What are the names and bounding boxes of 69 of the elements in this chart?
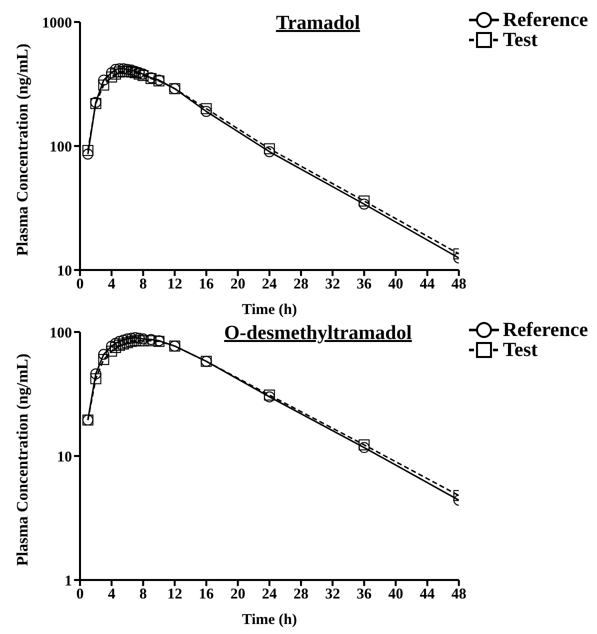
x-tick-label: 8	[139, 586, 147, 603]
point	[82, 144, 94, 156]
point	[110, 68, 122, 80]
point	[82, 148, 94, 160]
point	[358, 439, 370, 450]
point	[98, 74, 110, 86]
point	[134, 335, 145, 346]
x-tick-label: 4	[108, 276, 116, 293]
point	[358, 442, 370, 454]
point	[200, 103, 212, 114]
x-tick-label: 32	[325, 586, 340, 603]
point	[114, 340, 125, 351]
point	[98, 348, 110, 360]
x-tick-label: 0	[76, 586, 84, 603]
point	[90, 368, 102, 380]
x-tick-label: 36	[356, 276, 372, 293]
x-tick-label: 24	[262, 276, 278, 293]
point	[118, 338, 129, 350]
point	[114, 66, 125, 78]
x-tick-label: 48	[451, 586, 466, 603]
x-tick-label: 4	[108, 586, 116, 603]
legend-label: Test	[502, 339, 538, 361]
point	[106, 346, 118, 357]
x-tick-label: 28	[294, 276, 308, 293]
x-tick-label: 48	[451, 276, 466, 293]
x-axis-title: Time (h)	[242, 612, 297, 628]
point	[264, 143, 275, 154]
point	[358, 198, 370, 210]
y-tick-label: 10	[57, 263, 72, 280]
x-tick-label: 32	[325, 276, 340, 293]
point	[106, 72, 118, 83]
legend-label: Reference	[502, 9, 588, 31]
x-tick-label: 12	[167, 276, 182, 293]
x-tick-label: 16	[198, 276, 214, 293]
x-tick-label: 44	[420, 586, 436, 603]
x-tick-label: 44	[420, 276, 436, 293]
legend-label: Test	[502, 29, 538, 51]
x-axis-title: Time (h)	[242, 302, 297, 318]
point	[122, 337, 133, 348]
y-tick-label: 10	[57, 449, 72, 466]
x-tick-label: 28	[294, 586, 308, 603]
x-tick-label: 40	[388, 276, 404, 293]
point	[98, 80, 110, 91]
legend-label: Reference	[502, 319, 588, 341]
point	[90, 373, 102, 384]
x-tick-label: 40	[388, 586, 404, 603]
x-tick-label: 16	[198, 586, 214, 603]
chart-title: O-desmethyltramadol	[223, 322, 413, 345]
y-axis-title: Plasma Concentration (ng/mL)	[14, 44, 32, 256]
point	[126, 336, 137, 347]
x-tick-label: 24	[262, 586, 278, 603]
point	[110, 342, 122, 353]
x-tick-label: 12	[167, 586, 182, 603]
point	[264, 146, 275, 158]
y-tick-label: 100	[50, 325, 72, 342]
x-tick-label: 0	[76, 276, 84, 293]
point	[106, 67, 118, 78]
x-tick-label: 36	[356, 586, 372, 603]
y-tick-label: 1000	[42, 15, 72, 32]
point	[358, 196, 370, 207]
y-tick-label: 1	[64, 573, 72, 590]
y-tick-label: 100	[50, 139, 72, 156]
chart-title: Tramadol	[274, 12, 362, 35]
x-tick-label: 8	[139, 276, 147, 293]
x-tick-label: 20	[230, 276, 246, 293]
y-axis-title: Plasma Concentration (ng/mL)	[14, 354, 32, 566]
x-tick-label: 20	[230, 586, 246, 603]
point	[200, 106, 212, 117]
point	[98, 354, 110, 366]
